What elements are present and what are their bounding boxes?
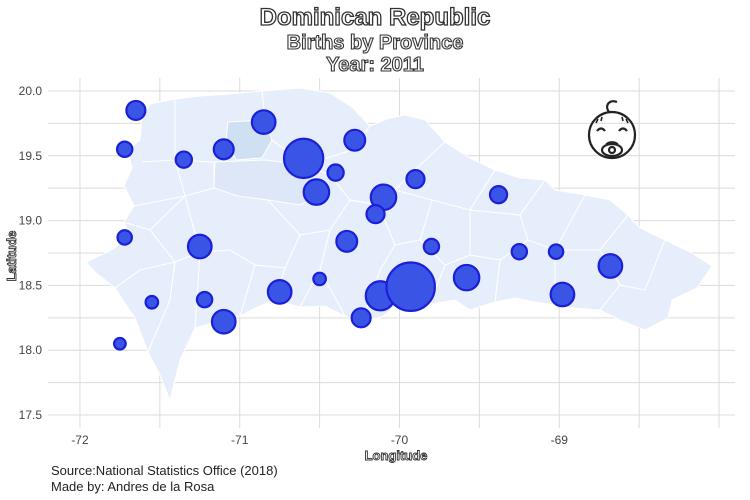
birth-bubble [335,229,359,253]
x-tick-label: -69 [551,433,569,447]
y-tick-label: 19.0 [19,214,43,228]
chart-title: Dominican Republic [259,3,491,31]
birth-bubble [266,279,293,305]
y-tick-label: 19.5 [19,149,43,163]
birth-bubble [212,138,235,161]
x-tick-label: -70 [391,433,409,447]
birth-bubble [144,294,160,310]
birth-bubble [174,150,194,169]
birth-bubble [326,163,345,182]
birth-bubble [422,237,441,256]
birth-bubbles [112,99,624,351]
birth-bubble [547,243,565,260]
source-caption: Source:National Statistics Office (2018) [51,463,278,478]
y-axis-ticks: 20.0 19.5 19.0 18.5 18.0 17.5 [19,84,43,422]
birth-bubble [186,233,213,260]
birth-bubble [385,261,436,313]
baby-face-icon [587,100,637,160]
y-tick-label: 18.5 [19,278,43,292]
y-tick-label: 17.5 [19,408,43,422]
year-label: Year: 2011 [326,53,425,76]
birth-bubble [405,168,426,190]
birth-bubble [195,290,214,309]
birth-bubble [116,229,133,246]
birth-bubble [210,308,237,335]
birth-bubble [365,203,386,225]
y-tick-label: 18.0 [19,343,43,357]
x-axis-ticks: -72 -71 -70 -69 [71,433,568,447]
birth-bubble [250,109,277,135]
birth-bubble [510,242,529,261]
y-tick-label: 20.0 [19,84,43,98]
y-axis-label: Latitude [4,231,19,282]
birth-bubble [112,336,127,351]
x-axis-label: Longitude [365,448,428,463]
birth-bubble [597,253,624,279]
x-tick-label: -72 [71,433,89,447]
birth-bubble [350,307,372,329]
birth-bubble [452,263,481,292]
birth-bubble [282,137,325,180]
birth-bubble [115,140,134,159]
birth-bubble [312,271,327,287]
birth-bubble [125,99,147,121]
birth-bubble [549,281,576,308]
birth-bubble [343,128,367,152]
x-tick-label: -71 [231,433,249,447]
birth-bubble [488,185,509,205]
author-caption: Made by: Andres de la Rosa [51,479,215,494]
birth-bubble [302,178,331,206]
chart-subtitle: Births by Province [286,31,464,54]
